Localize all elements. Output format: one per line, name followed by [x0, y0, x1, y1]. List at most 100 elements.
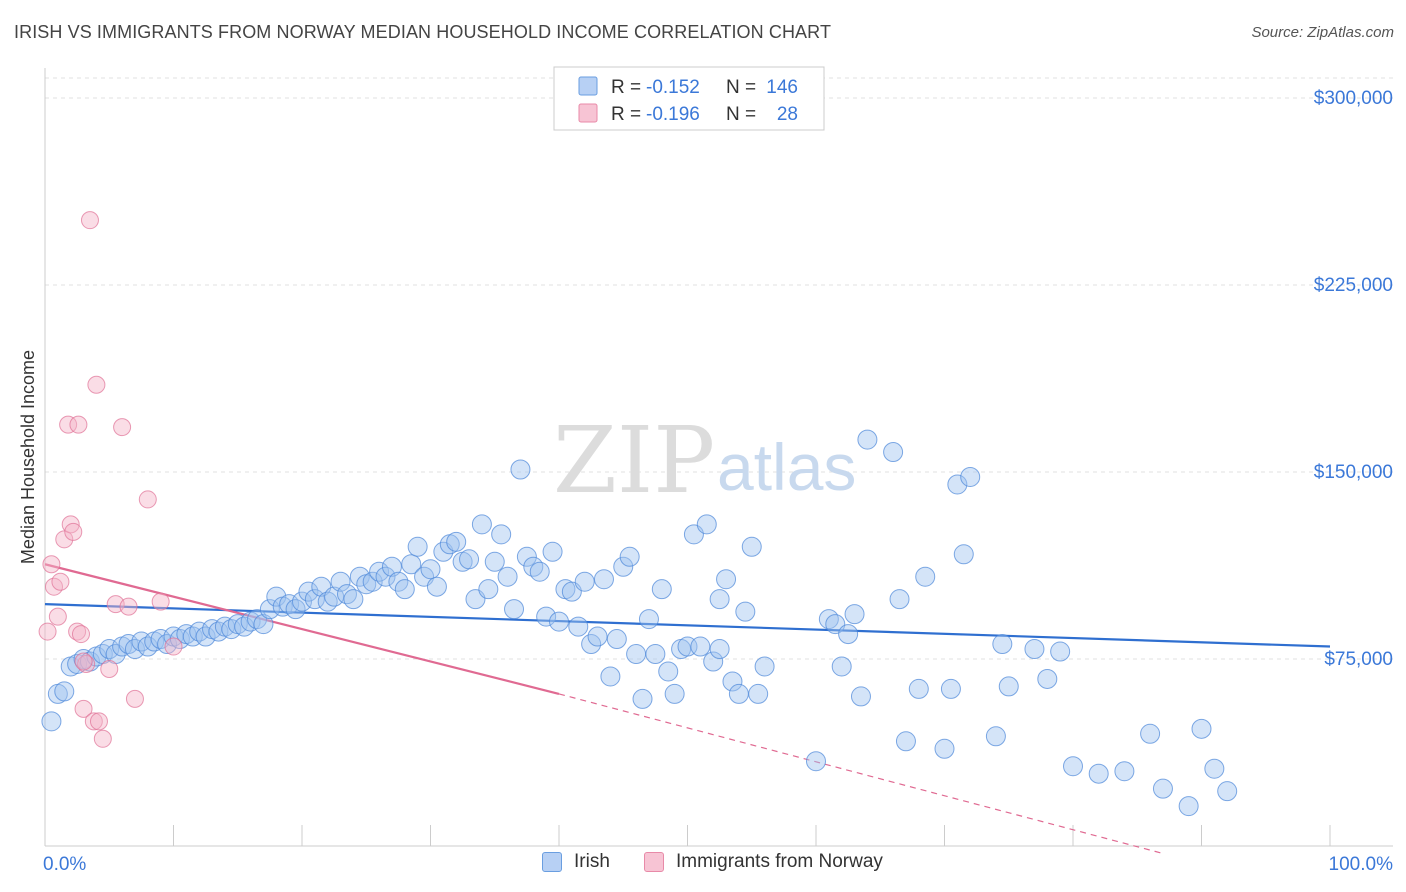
point-irish [253, 614, 274, 635]
legend-r-value: -0.196 [646, 104, 700, 125]
point-irish [426, 576, 447, 597]
point-irish [658, 661, 679, 682]
point-irish [638, 609, 659, 630]
point-norway [89, 712, 108, 731]
point-norway [51, 572, 70, 591]
point-irish [1063, 756, 1083, 777]
bottom-legend: Irish Immigrants from Norway [0, 851, 1406, 879]
point-irish [504, 599, 525, 620]
point-norway [59, 415, 78, 434]
legend-n-value: 146 [766, 77, 798, 98]
point-norway [138, 490, 157, 509]
point-irish [985, 726, 1006, 747]
gridlines [45, 77, 1393, 660]
point-norway [84, 712, 103, 731]
correlation-legend: R = -0.152 N = 146 R = -0.196 N = 28 [553, 66, 825, 131]
point-irish [947, 474, 968, 495]
point-irish [741, 536, 762, 557]
point-irish [1178, 796, 1199, 817]
point-irish [1088, 763, 1109, 784]
point-irish [626, 644, 647, 665]
point-irish [728, 683, 749, 704]
point-irish [754, 656, 775, 677]
point-norway [80, 211, 99, 230]
point-irish [690, 636, 711, 657]
point-irish [831, 656, 852, 677]
legend-r-value: -0.152 [646, 77, 700, 98]
point-irish [407, 536, 428, 557]
y-tick-label: $300,000 [1314, 88, 1393, 109]
point-irish [1140, 723, 1161, 744]
legend-swatch [578, 76, 598, 96]
point-irish [632, 688, 653, 709]
source-label: Source: ZipAtlas.com [1251, 24, 1394, 41]
point-irish [478, 579, 499, 600]
point-irish [593, 569, 614, 590]
point-irish [324, 586, 345, 607]
trend-line-norway [44, 563, 560, 695]
point-irish [696, 514, 717, 535]
point-irish [915, 566, 936, 587]
point-irish [381, 556, 402, 577]
point-irish [960, 466, 981, 487]
point-irish [1050, 641, 1071, 662]
point-irish [645, 644, 666, 665]
point-irish [542, 541, 563, 562]
watermark-zip: ZIP [553, 407, 715, 514]
point-irish [883, 442, 904, 463]
point-irish [606, 629, 627, 650]
point-norway [38, 622, 57, 641]
point-irish [491, 524, 512, 545]
watermark: ZIP atlas [553, 407, 856, 514]
point-norway [48, 607, 67, 626]
watermark-atlas: atlas [717, 430, 856, 504]
point-irish [304, 589, 325, 610]
point-norway [77, 654, 96, 673]
point-norway [64, 522, 83, 541]
point-irish [619, 546, 640, 567]
point-irish [703, 651, 724, 672]
point-irish [940, 678, 961, 699]
data-points [38, 211, 1238, 817]
point-irish [549, 611, 569, 632]
point-norway [125, 689, 144, 708]
legend-r-label: R = [611, 77, 641, 98]
y-tick-labels: $75,000 $150,000 $225,000 $300,000 [1314, 88, 1393, 670]
point-norway [100, 659, 119, 678]
legend-n-label: N = [726, 104, 756, 125]
y-tick-label: $150,000 [1314, 462, 1393, 483]
point-irish [709, 639, 730, 660]
point-irish [735, 601, 756, 622]
point-irish [54, 681, 75, 702]
x-tick-label-min: 0.0% [43, 854, 86, 875]
point-irish [536, 606, 557, 627]
legend-item-irish[interactable]: Irish [542, 851, 610, 873]
point-norway [113, 418, 132, 437]
point-irish [889, 589, 910, 610]
legend-swatch-irish [542, 852, 562, 872]
point-irish [806, 751, 826, 772]
point-norway [87, 375, 106, 394]
point-irish [420, 559, 441, 580]
point-irish [838, 624, 859, 645]
point-irish [343, 589, 364, 610]
legend-r-label: R = [611, 104, 641, 125]
x-tick-label-max: 100.0% [1329, 854, 1394, 875]
point-irish [1037, 668, 1058, 689]
point-irish [292, 591, 312, 612]
point-irish [1024, 639, 1045, 660]
point-norway [74, 652, 93, 671]
point-irish [998, 676, 1019, 697]
point-irish [362, 571, 383, 592]
point-irish [908, 678, 929, 699]
point-irish [934, 738, 955, 759]
legend-item-norway[interactable]: Immigrants from Norway [644, 851, 883, 873]
point-irish [600, 666, 621, 687]
point-irish [330, 571, 351, 592]
point-irish [587, 626, 608, 647]
legend-n-value: 28 [777, 104, 798, 125]
point-norway [151, 592, 170, 611]
point-norway [71, 625, 90, 644]
legend-swatch [578, 103, 598, 123]
